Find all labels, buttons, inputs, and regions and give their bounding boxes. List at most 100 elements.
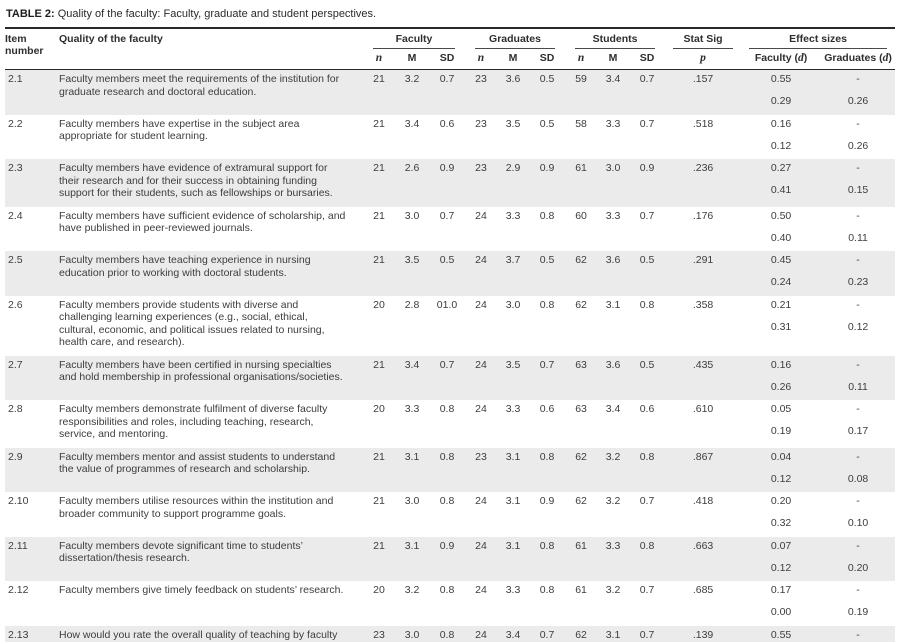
item-description-cell: Faculty members have expertise in the su… [59, 117, 300, 143]
col-header-quality: Quality of the faculty [59, 28, 363, 70]
graduates-m-cell: 3.3 [505, 584, 521, 596]
effect-faculty-d-line2: 0.31 [770, 320, 792, 333]
effect-faculty-d-line1: 0.27 [770, 162, 792, 174]
effect-graduates-d-line2: 0.08 [847, 472, 869, 485]
item-number-cell: 2.7 [8, 358, 23, 371]
effect-faculty-d-line2: 0.41 [770, 184, 792, 196]
table-row: 2.11 Faculty members devote significant … [5, 536, 896, 582]
table-caption-label: TABLE 2: [6, 8, 55, 20]
effect-graduates-d-cell: - 0.23 [821, 251, 895, 296]
faculty-m-cell: 3.0 [404, 628, 420, 641]
item-number-cell: 2.10 [8, 495, 29, 507]
col-header-students-sd: SD [629, 49, 666, 70]
faculty-n-cell: 21 [373, 209, 385, 222]
item-description-cell: Faculty members provide students with di… [59, 298, 325, 349]
table-row: 2.6 Faculty members provide students wit… [5, 296, 895, 356]
effect-graduates-d-cell: - 0.11 [821, 207, 895, 252]
table-caption: TABLE 2: Quality of the faculty: Faculty… [6, 7, 893, 21]
faculty-sd-cell: 0.8 [439, 403, 455, 415]
effect-graduates-d-line1: - [856, 209, 860, 222]
students-m-cell: 3.2 [605, 584, 621, 596]
col-header-effect-faculty-d: Faculty (d) [741, 49, 822, 70]
graduates-n-cell: 23 [475, 162, 487, 174]
effect-faculty-d-cell: 0.27 0.41 [741, 159, 821, 207]
faculty-sd-cell: 0.9 [439, 162, 455, 174]
students-m-cell: 3.0 [605, 162, 621, 174]
faculty-m-cell: 2.8 [404, 298, 420, 311]
effect-graduates-d-cell: - 0.17 [821, 400, 895, 448]
effect-faculty-d-line1: 0.17 [770, 584, 792, 596]
col-header-faculty-m: M [395, 49, 429, 70]
students-m-cell: 3.3 [605, 539, 621, 552]
col-header-item-number: Item number [5, 28, 59, 70]
students-m-cell: 3.4 [605, 73, 621, 85]
item-number-cell: 2.1 [8, 73, 23, 85]
effect-graduates-d-cell: - 0.11 [821, 356, 895, 401]
effect-graduates-d-line2: 0.26 [847, 139, 869, 152]
faculty-m-cell: 3.0 [404, 209, 420, 222]
effect-faculty-d-cell: 0.55 0.18 [741, 626, 821, 642]
students-sd-cell: 0.7 [639, 584, 655, 596]
students-n-cell: 62 [575, 298, 587, 311]
table-row: 2.9 Faculty members mentor and assist st… [5, 447, 896, 492]
p-value-cell: .236 [692, 162, 714, 174]
students-m-cell: 3.3 [605, 209, 621, 222]
table-row: 2.10 Faculty members utilise resources w… [5, 492, 895, 537]
effect-graduates-d-line2: 0.26 [847, 95, 869, 107]
graduates-n-cell: 23 [475, 117, 487, 130]
p-value-cell: .418 [692, 495, 714, 507]
faculty-sd-cell: 0.8 [439, 584, 455, 596]
students-n-cell: 63 [575, 358, 587, 371]
faculty-n-cell: 21 [373, 450, 385, 463]
effect-faculty-d-cell: 0.17 0.00 [741, 581, 821, 626]
effect-faculty-d-line2: 0.24 [770, 276, 792, 288]
graduates-sd-cell: 0.5 [539, 73, 555, 85]
students-sd-cell: 0.6 [639, 403, 655, 415]
effect-faculty-d-line1: 0.05 [770, 403, 792, 415]
col-header-effect-graduates-d: Graduates (d) [821, 49, 896, 70]
effect-faculty-d-line1: 0.07 [770, 539, 792, 552]
p-value-cell: .685 [692, 584, 714, 596]
col-header-p: p [665, 49, 742, 70]
faculty-n-cell: 20 [373, 403, 385, 415]
faculty-sd-cell: 0.6 [439, 117, 455, 130]
effect-graduates-d-line1: - [856, 495, 860, 507]
graduates-n-cell: 24 [475, 584, 487, 596]
effect-faculty-d-line2: 0.00 [770, 606, 792, 618]
graduates-sd-cell: 0.8 [539, 584, 555, 596]
effect-graduates-d-line1: - [856, 298, 860, 311]
effect-graduates-d-line2: 0.12 [847, 320, 869, 333]
effect-faculty-d-line1: 0.55 [770, 73, 792, 85]
effect-faculty-d-cell: 0.50 0.40 [741, 207, 821, 252]
faculty-n-cell: 20 [373, 298, 385, 311]
faculty-m-cell: 3.4 [404, 358, 420, 371]
faculty-m-cell: 3.0 [404, 495, 420, 507]
graduates-sd-cell: 0.8 [539, 298, 555, 311]
effect-faculty-d-line1: 0.20 [770, 495, 792, 507]
graduates-n-cell: 23 [475, 73, 487, 85]
p-value-cell: .157 [692, 73, 714, 85]
graduates-sd-cell: 0.6 [539, 403, 555, 415]
graduates-m-cell: 2.9 [505, 162, 521, 174]
effect-graduates-d-line2: 0.17 [847, 425, 869, 437]
col-header-faculty-n: n [363, 49, 395, 70]
graduates-n-cell: 24 [475, 209, 487, 222]
effect-graduates-d-cell: - 0.20 [821, 537, 895, 582]
effect-faculty-d-cell: 0.07 0.12 [741, 537, 821, 582]
effect-graduates-d-cell: - 0.19 [821, 581, 895, 626]
effect-graduates-d-line2: 0.20 [847, 561, 869, 574]
effect-faculty-d-cell: 0.45 0.24 [741, 251, 821, 296]
faculty-sd-cell: 0.7 [439, 73, 455, 85]
faculty-n-cell: 21 [373, 162, 385, 174]
p-value-cell: .610 [692, 403, 714, 415]
graduates-n-cell: 24 [475, 254, 487, 266]
students-n-cell: 61 [575, 162, 587, 174]
table-caption-text: Quality of the faculty: Faculty, graduat… [57, 8, 377, 20]
graduates-n-cell: 24 [475, 539, 487, 552]
effect-faculty-d-line2: 0.32 [770, 517, 792, 529]
effect-graduates-d-line2: 0.11 [848, 380, 868, 393]
effect-faculty-d-cell: 0.16 0.26 [741, 356, 821, 401]
effect-graduates-d-cell: - 0.15 [821, 159, 895, 207]
group-header-effect-sizes: Effect sizes [741, 28, 895, 49]
faculty-m-cell: 3.1 [404, 539, 420, 552]
